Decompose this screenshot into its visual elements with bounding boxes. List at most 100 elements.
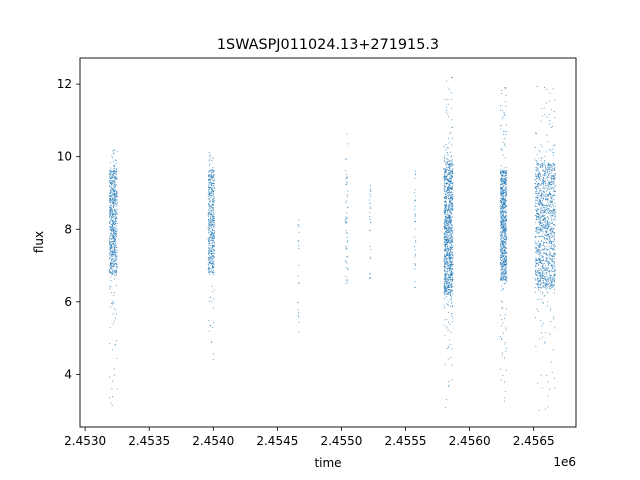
data-point <box>552 259 554 261</box>
data-point <box>501 254 503 256</box>
data-point <box>112 170 114 173</box>
data-point <box>500 251 502 253</box>
data-point <box>504 201 506 203</box>
data-point <box>212 170 214 172</box>
data-point <box>112 263 114 265</box>
data-point <box>503 226 505 228</box>
data-point <box>211 176 213 178</box>
data-point <box>551 209 553 212</box>
data-point <box>502 171 504 173</box>
data-point <box>544 205 546 207</box>
data-point <box>548 193 551 195</box>
data-point <box>451 348 453 350</box>
data-point <box>501 203 503 205</box>
data-point <box>448 220 450 222</box>
data-point <box>210 196 212 198</box>
data-point <box>543 244 545 246</box>
data-point <box>552 276 554 278</box>
data-point <box>212 198 214 200</box>
data-point <box>553 111 555 113</box>
data-point <box>113 221 115 224</box>
data-point <box>543 277 545 279</box>
data-point <box>444 283 446 285</box>
data-point <box>536 193 538 195</box>
data-point <box>553 186 556 188</box>
data-point <box>451 364 453 366</box>
data-point <box>553 249 556 251</box>
data-point <box>115 219 117 222</box>
data-point <box>447 223 449 226</box>
data-point <box>212 212 215 214</box>
data-point <box>211 291 214 293</box>
data-point <box>447 231 450 234</box>
data-point <box>209 296 211 298</box>
data-point <box>535 263 537 265</box>
data-point <box>345 248 347 250</box>
data-point <box>551 165 553 167</box>
data-point <box>546 220 548 222</box>
data-point <box>502 242 504 244</box>
data-point <box>345 283 347 285</box>
data-point <box>549 284 551 286</box>
data-point <box>209 259 211 261</box>
data-point <box>540 282 542 284</box>
data-point <box>538 232 540 234</box>
data-point <box>550 169 552 172</box>
data-point <box>115 193 117 195</box>
data-point <box>542 270 544 272</box>
data-point <box>500 202 502 204</box>
data-point <box>446 80 448 82</box>
data-point <box>447 321 450 323</box>
data-point <box>207 218 209 220</box>
data-point <box>535 257 537 259</box>
data-point <box>450 295 452 297</box>
data-point <box>448 186 450 188</box>
data-point <box>552 180 554 183</box>
data-point <box>448 278 450 280</box>
data-point <box>536 167 538 169</box>
data-point <box>548 191 550 193</box>
data-point <box>554 195 556 197</box>
data-point <box>110 200 113 203</box>
data-point <box>504 199 506 201</box>
data-point <box>110 179 112 181</box>
data-point <box>540 261 542 264</box>
data-point <box>448 304 450 306</box>
data-point <box>450 222 452 224</box>
data-point <box>212 207 214 209</box>
data-point <box>449 170 451 172</box>
data-point <box>543 217 545 219</box>
data-point <box>113 183 115 185</box>
data-point <box>111 246 114 248</box>
data-point <box>450 221 452 223</box>
data-point <box>502 266 504 268</box>
data-point <box>539 218 541 220</box>
data-point <box>540 235 542 237</box>
data-point <box>213 233 215 235</box>
data-point <box>538 192 540 194</box>
data-point <box>536 190 538 192</box>
data-point <box>213 178 215 180</box>
data-point <box>537 299 539 301</box>
data-point <box>207 213 209 215</box>
data-point <box>451 197 453 199</box>
data-point <box>540 223 542 225</box>
data-point <box>448 89 451 91</box>
data-point <box>448 277 450 279</box>
data-point <box>448 190 451 192</box>
data-point <box>112 212 114 214</box>
data-point <box>445 290 447 292</box>
data-point <box>554 273 556 275</box>
data-point <box>501 223 503 225</box>
data-point <box>505 237 507 239</box>
data-point <box>209 215 211 217</box>
data-point <box>503 231 505 233</box>
data-point <box>502 110 504 112</box>
data-point <box>540 212 542 214</box>
data-point <box>547 183 549 185</box>
data-point <box>444 176 446 178</box>
data-point <box>450 274 452 277</box>
x-tick-label: 2.4535 <box>128 434 170 448</box>
data-point <box>346 200 348 202</box>
